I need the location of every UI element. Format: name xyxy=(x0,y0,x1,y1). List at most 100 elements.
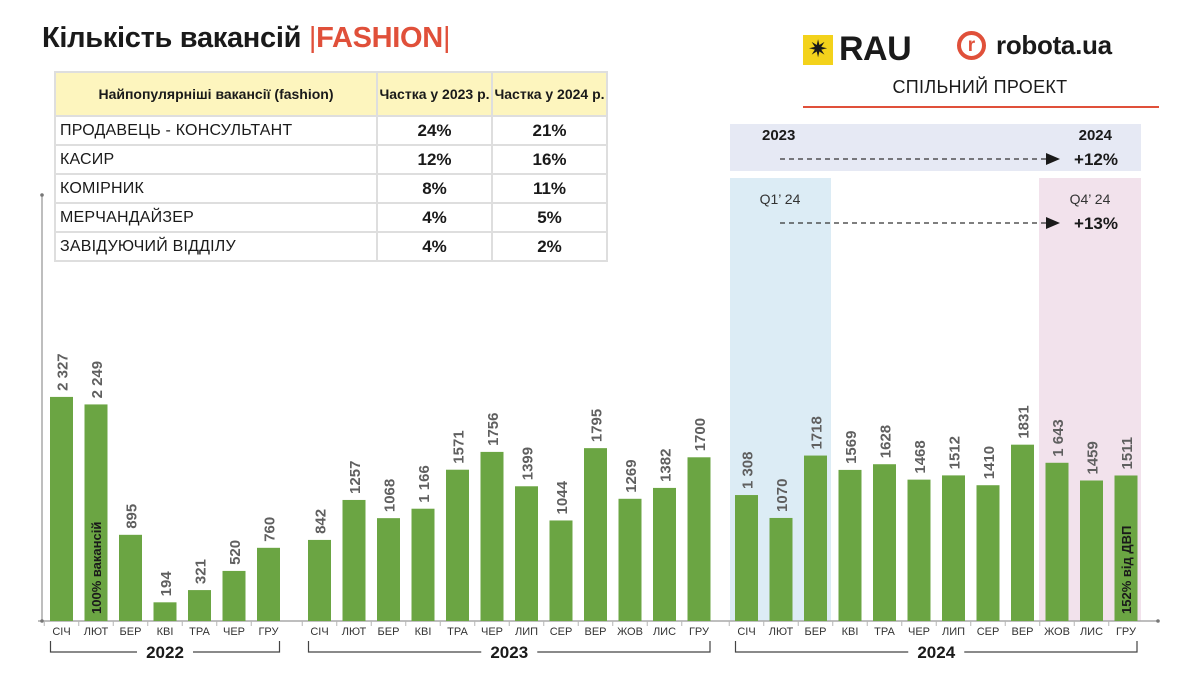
table-cell-vacancy: ЗАВІДУЮЧИЙ ВІДДІЛУ xyxy=(54,231,378,262)
month-label: ЛЮТ xyxy=(342,626,367,638)
month-label: СЕР xyxy=(550,626,573,638)
month-label: КВІ xyxy=(842,626,859,638)
month-label: СІЧ xyxy=(52,626,70,638)
value-label: 895 xyxy=(124,504,141,529)
bar-2023-6 xyxy=(480,451,504,621)
bar-2023-10 xyxy=(618,498,642,621)
value-label: 1718 xyxy=(809,416,826,449)
month-label: ЖОВ xyxy=(617,626,643,638)
bar-2024-6 xyxy=(907,479,931,621)
bar-2023-5 xyxy=(446,469,469,621)
table-cell-share-2024: 2% xyxy=(491,231,608,262)
y-axis-end-dot xyxy=(40,193,44,197)
bar-2024-4 xyxy=(838,469,862,621)
table-header-row: Найпопулярніші вакансії (fashion) Частка… xyxy=(54,71,608,117)
year-label-bg xyxy=(481,644,538,660)
bar-2024-3 xyxy=(804,455,827,621)
value-label: 1382 xyxy=(658,449,675,482)
x-axis-end-dot xyxy=(1156,619,1160,623)
table-cell-share-2024: 11% xyxy=(491,173,608,204)
page-title: Кількість вакансій |FASHION| xyxy=(42,22,450,55)
value-label: 2 249 xyxy=(89,361,106,399)
top-vacancies-table: Найпопулярніші вакансії (fashion) Частка… xyxy=(54,71,608,262)
value-label: 1756 xyxy=(485,413,502,446)
bar-2023-11 xyxy=(653,487,676,621)
year-comparison-band xyxy=(730,124,1141,171)
month-label: ВЕР xyxy=(1011,626,1033,638)
year-label-2022: 2022 xyxy=(146,643,184,662)
value-label: 321 xyxy=(193,559,210,584)
q4-label: Q4’ 24 xyxy=(1070,191,1111,207)
month-label: ГРУ xyxy=(258,626,279,638)
value-label: 760 xyxy=(262,517,279,542)
month-label: ВЕР xyxy=(584,626,606,638)
robota-circle-icon: r xyxy=(957,31,986,60)
bar-2024-7 xyxy=(942,475,965,621)
title-separator-right: | xyxy=(442,22,451,54)
title-main: Кількість вакансій xyxy=(42,22,302,54)
bar-note-last: 152% від ДВП xyxy=(1119,526,1134,614)
robota-logo-text: robota.ua xyxy=(996,30,1112,60)
table-header-share-2023: Частка у 2023 р. xyxy=(376,71,493,117)
bar-2023-3 xyxy=(377,518,400,621)
month-label: БЕР xyxy=(120,626,142,638)
table-header-share-2024: Частка у 2024 р. xyxy=(491,71,608,117)
month-label: СІЧ xyxy=(737,626,755,638)
month-label: ГРУ xyxy=(1116,626,1137,638)
table-row: КОМІРНИК 8% 11% xyxy=(54,173,608,204)
month-label: ТРА xyxy=(874,626,895,638)
table-cell-share-2023: 8% xyxy=(376,173,493,204)
bar-2022-7 xyxy=(257,547,280,621)
joint-project-underline xyxy=(803,106,1159,108)
month-tick-labels: СІЧ ЛЮТ БЕР КВІ ТРА ЧЕР ГРУ СІЧ ЛЮТ БЕР КВІ ТРА ЧЕР Л… xyxy=(52,626,1137,638)
value-label: 1410 xyxy=(981,446,998,479)
q1-label: Q1’ 24 xyxy=(760,191,801,207)
rau-logo: ✷ RAU xyxy=(803,30,912,69)
value-label: 1068 xyxy=(382,479,399,512)
quarter-change-label: +13% xyxy=(1074,214,1118,233)
value-labels: 2 327 2 249 895 194 321 520 760 842 1257 1068 1 16… xyxy=(55,353,1137,614)
value-label: 1459 xyxy=(1085,441,1102,474)
value-label: 1569 xyxy=(843,431,860,464)
month-label: БЕР xyxy=(378,626,400,638)
value-label: 1571 xyxy=(451,430,468,463)
table-row: ЗАВІДУЮЧИЙ ВІДДІЛУ 4% 2% xyxy=(54,231,608,262)
bar-2022-6 xyxy=(222,570,246,621)
value-label: 1511 xyxy=(1119,437,1136,470)
value-label: 1 308 xyxy=(740,451,757,489)
value-label: 1468 xyxy=(912,440,929,473)
bar-2024-10 xyxy=(1045,462,1069,621)
month-label: ЛИС xyxy=(653,626,676,638)
table-cell-share-2024: 21% xyxy=(491,115,608,146)
value-label: 1 166 xyxy=(416,465,433,503)
value-label: 194 xyxy=(158,571,175,597)
value-label: 1512 xyxy=(947,436,964,469)
quarter-arrow-head-icon xyxy=(1046,217,1060,229)
year-label-2024: 2024 xyxy=(917,643,955,662)
bar-2024-1 xyxy=(735,495,758,621)
value-label: 1269 xyxy=(623,459,640,492)
bar-2023-8 xyxy=(549,520,573,621)
table-cell-vacancy: КАСИР xyxy=(54,144,378,175)
value-label: 1795 xyxy=(589,409,606,442)
bar-2023-7 xyxy=(515,486,538,621)
table-row: МЕРЧАНДАЙЗЕР 4% 5% xyxy=(54,202,608,233)
value-label: 1044 xyxy=(554,480,571,514)
year-to-label: 2024 xyxy=(1079,127,1113,144)
month-label: ТРА xyxy=(189,626,210,638)
value-label: 1399 xyxy=(520,447,537,480)
bar-2023-9 xyxy=(584,448,607,621)
month-label: СЕР xyxy=(977,626,1000,638)
joint-project-label: СПІЛЬНИЙ ПРОЕКТ xyxy=(892,77,1068,97)
bar-2024-5 xyxy=(873,464,896,621)
value-label: 2 327 xyxy=(55,353,72,391)
month-label: ЛЮТ xyxy=(84,626,109,638)
table-cell-share-2023: 4% xyxy=(376,202,493,233)
table-cell-vacancy: МЕРЧАНДАЙЗЕР xyxy=(54,202,378,233)
value-label: 1070 xyxy=(774,479,791,512)
title-accent: FASHION xyxy=(316,22,443,54)
month-label: ЛИП xyxy=(942,626,965,638)
value-label: 1700 xyxy=(692,418,709,451)
year-label-bg xyxy=(908,644,965,660)
